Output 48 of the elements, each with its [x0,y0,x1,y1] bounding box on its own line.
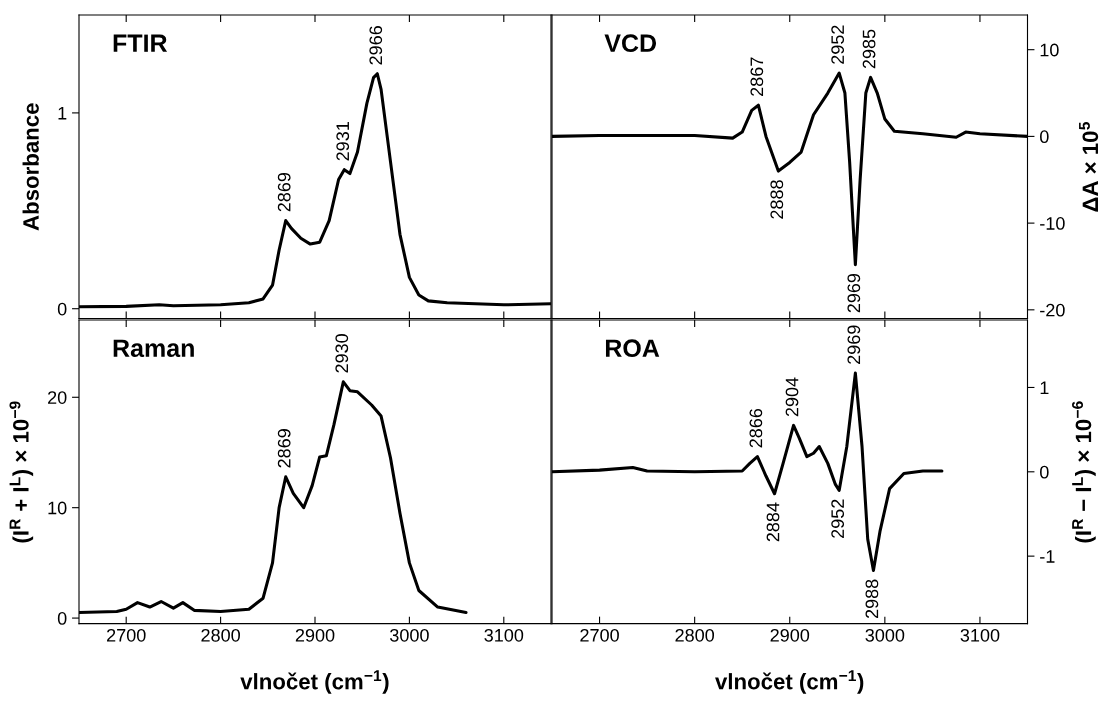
y-axis-title: Absorbance [22,103,39,231]
annotation: 2904 [785,377,799,417]
y-tick-label: 0 [1040,465,1049,479]
y-tick-label: 1 [58,107,67,120]
annotation: 2930 [335,334,349,373]
y-tick-label: -10 [1040,217,1065,230]
y-tick-label: -1 [1040,550,1055,563]
y-axis-title: ΔA × 10$^{5}$ [1079,122,1099,212]
annotation: 2969 [847,273,861,313]
y-tick-label: 10 [48,501,67,515]
y-tick-label: 0 [1040,130,1049,144]
annotation: 2866 [749,408,763,448]
x-tick-label: 3100 [484,628,524,642]
text: FTIR [113,34,168,52]
y-tick-label: 0 [57,612,67,625]
y-tick-label: 20 [48,391,67,404]
x-tick-label: 3000 [390,628,429,642]
annotation: 2966 [369,26,383,65]
x-tick-label: 3100 [960,628,1000,642]
y-tick-label: 10 [1040,43,1059,57]
y-tick-label: -20 [1040,303,1065,317]
y-axis-title: (I$^{R}$ − I$^{L}$) × 10$^{−6}$ [1072,401,1096,543]
annotation: 2869 [277,429,291,468]
annotation: 2931 [336,122,350,161]
annotation: 2952 [831,25,845,64]
annotation: 2869 [277,172,291,212]
x-tick-label: 2900 [295,628,335,642]
annotation: 2988 [865,579,879,619]
annotation: 2952 [831,499,845,538]
annotation: 2888 [770,180,784,219]
x-tick-label: 3000 [865,628,905,642]
annotation: 2867 [750,57,764,96]
annotation: 2985 [862,29,876,69]
x-axis-title: vlnočet (cm$^{−1}$) [715,670,864,694]
annotation: 2884 [766,502,780,542]
x-axis-title: vlnočet (cm$^{−1}$) [240,670,389,694]
text: Raman [113,339,194,358]
y-tick-label: 0 [57,302,67,316]
text: VCD [604,34,657,53]
x-tick-label: 2700 [580,628,619,642]
y-tick-label: 1 [1040,381,1049,395]
x-tick-label: 2700 [107,628,146,642]
text: ROA [605,339,660,358]
x-tick-label: 2800 [201,628,240,642]
x-tick-label: 2800 [675,628,715,642]
y-axis-title: (I$^{R}$ + I$^{L}$) × 10$^{−9}$ [9,401,34,543]
annotation: 2969 [847,325,861,364]
x-tick-label: 2900 [770,628,810,642]
